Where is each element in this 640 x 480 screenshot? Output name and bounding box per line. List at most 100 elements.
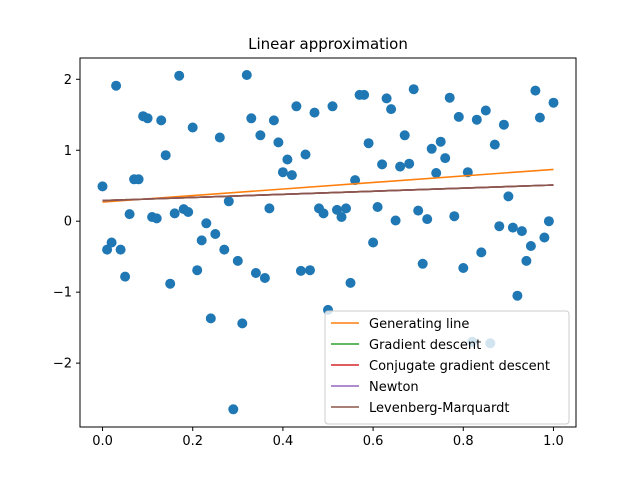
x-tick-label: 1.0	[543, 434, 564, 449]
data-point	[332, 204, 342, 215]
data-point	[277, 167, 288, 178]
data-point	[133, 174, 144, 185]
data-point	[187, 122, 198, 133]
data-point	[480, 105, 491, 116]
data-point	[363, 138, 374, 149]
x-tick-label: 0.0	[92, 434, 113, 449]
data-point	[268, 115, 279, 126]
data-point	[169, 208, 180, 219]
data-point	[318, 208, 329, 219]
data-point	[498, 119, 509, 130]
data-point	[512, 290, 523, 301]
data-point	[422, 214, 433, 225]
data-point	[223, 196, 234, 207]
data-point	[210, 229, 221, 239]
legend-label: Newton	[369, 380, 419, 395]
data-point	[205, 313, 216, 324]
data-point	[97, 181, 108, 192]
data-point	[341, 203, 351, 214]
data-point	[368, 237, 379, 248]
data-point	[250, 268, 261, 278]
data-point	[214, 132, 225, 143]
plot-frame	[79, 57, 577, 428]
data-point	[386, 104, 397, 115]
data-point	[345, 277, 356, 288]
data-point	[160, 150, 171, 161]
data-point	[102, 244, 113, 255]
series-line	[102, 168, 554, 203]
x-tick-label: 0.8	[453, 434, 474, 449]
y-tick-label: −2	[53, 357, 72, 372]
data-point	[548, 97, 559, 108]
data-point	[458, 263, 469, 273]
data-point	[494, 221, 505, 232]
data-point	[305, 265, 315, 276]
legend-label: Gradient descent	[369, 338, 481, 353]
data-point	[174, 70, 185, 81]
data-point	[196, 235, 207, 246]
data-point	[507, 222, 518, 233]
data-point	[273, 137, 284, 148]
data-point	[413, 205, 424, 216]
y-tick-label: 0	[64, 215, 72, 230]
data-point	[372, 202, 383, 212]
data-point	[336, 212, 347, 222]
data-point	[120, 271, 131, 282]
data-point	[255, 130, 266, 141]
data-point	[435, 136, 446, 147]
data-point	[534, 112, 545, 123]
data-point	[300, 149, 311, 160]
data-point	[377, 159, 388, 170]
data-point	[390, 215, 401, 226]
data-point	[530, 85, 541, 96]
y-tick-label: 1	[64, 144, 72, 159]
data-point	[440, 153, 451, 164]
data-point	[282, 154, 293, 165]
data-point	[521, 255, 532, 266]
data-point	[259, 273, 270, 283]
data-point	[309, 107, 320, 118]
chart-title: Linear approximation	[248, 35, 408, 53]
legend-label: Levenberg-Marquardt	[369, 401, 509, 416]
data-point	[449, 211, 460, 222]
x-tick-label: 0.2	[182, 434, 203, 449]
data-point	[219, 244, 230, 255]
data-point	[246, 113, 257, 124]
y-axis: −2 −1 0 1 2	[53, 73, 80, 372]
legend-label: Generating line	[369, 317, 469, 332]
data-point	[156, 115, 167, 126]
data-point	[444, 92, 455, 103]
data-point	[228, 404, 239, 415]
data-point	[516, 226, 527, 237]
data-point	[539, 232, 550, 243]
data-point	[327, 101, 338, 112]
data-point	[408, 84, 419, 95]
data-point	[165, 278, 176, 289]
data-point	[381, 93, 392, 104]
y-tick-label: −1	[53, 286, 72, 301]
data-point	[503, 191, 514, 202]
data-point	[241, 70, 252, 80]
data-point	[476, 247, 487, 258]
data-point	[543, 216, 554, 227]
data-point	[286, 170, 297, 181]
data-point	[404, 158, 415, 169]
x-axis: 0.0 0.2 0.4 0.6 0.8 1.0	[92, 427, 564, 449]
data-point	[525, 241, 536, 251]
data-point	[295, 265, 306, 276]
data-point	[399, 130, 410, 141]
data-point	[350, 175, 361, 186]
data-point	[124, 209, 135, 220]
data-point	[237, 318, 248, 329]
data-point	[142, 113, 153, 124]
data-point	[264, 203, 275, 214]
data-point	[359, 89, 370, 100]
data-point	[291, 101, 302, 112]
x-tick-label: 0.6	[363, 434, 384, 449]
data-point	[201, 218, 212, 229]
data-point	[232, 255, 243, 266]
data-point	[115, 244, 126, 255]
data-point	[111, 80, 122, 91]
y-tick-label: 2	[64, 73, 72, 88]
legend-box	[324, 310, 570, 425]
